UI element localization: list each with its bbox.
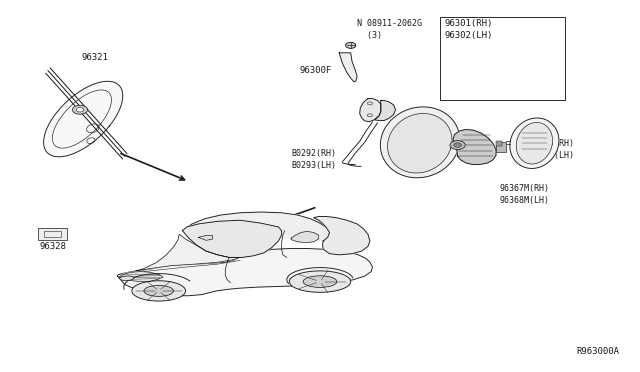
- Text: 96301(RH)
96302(LH): 96301(RH) 96302(LH): [445, 19, 493, 40]
- Ellipse shape: [132, 281, 186, 301]
- Circle shape: [72, 105, 88, 114]
- Polygon shape: [182, 212, 330, 241]
- Polygon shape: [510, 118, 559, 169]
- Circle shape: [346, 42, 356, 48]
- Circle shape: [450, 141, 465, 150]
- Polygon shape: [314, 217, 370, 255]
- Polygon shape: [119, 272, 163, 282]
- Ellipse shape: [289, 271, 351, 292]
- Text: 96367M(RH)
96368M(LH): 96367M(RH) 96368M(LH): [499, 184, 549, 205]
- Polygon shape: [198, 235, 212, 240]
- Polygon shape: [339, 53, 357, 82]
- Circle shape: [76, 108, 84, 112]
- Text: 96365M(RH)
96366M(LH): 96365M(RH) 96366M(LH): [525, 139, 575, 160]
- Bar: [38, 228, 67, 240]
- Text: R963000A: R963000A: [576, 347, 619, 356]
- Bar: [44, 231, 61, 237]
- Polygon shape: [117, 248, 372, 296]
- Ellipse shape: [120, 276, 134, 280]
- Bar: [440, 17, 565, 100]
- Polygon shape: [453, 129, 496, 164]
- Circle shape: [454, 143, 461, 147]
- Polygon shape: [388, 113, 452, 173]
- Polygon shape: [374, 100, 396, 121]
- Text: 96300F: 96300F: [300, 66, 332, 75]
- Text: 96328: 96328: [39, 242, 66, 251]
- Polygon shape: [360, 99, 381, 122]
- Polygon shape: [380, 107, 460, 178]
- Polygon shape: [44, 81, 123, 157]
- Text: 96321: 96321: [81, 53, 108, 62]
- Polygon shape: [291, 231, 319, 243]
- Ellipse shape: [303, 276, 337, 288]
- Polygon shape: [516, 122, 552, 164]
- Polygon shape: [118, 234, 240, 277]
- Text: B0292(RH)
B0293(LH): B0292(RH) B0293(LH): [291, 149, 336, 170]
- Bar: [496, 141, 502, 146]
- Bar: [496, 142, 506, 152]
- Text: N 08911-2062G
  (3): N 08911-2062G (3): [357, 19, 422, 40]
- Polygon shape: [182, 220, 282, 257]
- Ellipse shape: [144, 285, 173, 296]
